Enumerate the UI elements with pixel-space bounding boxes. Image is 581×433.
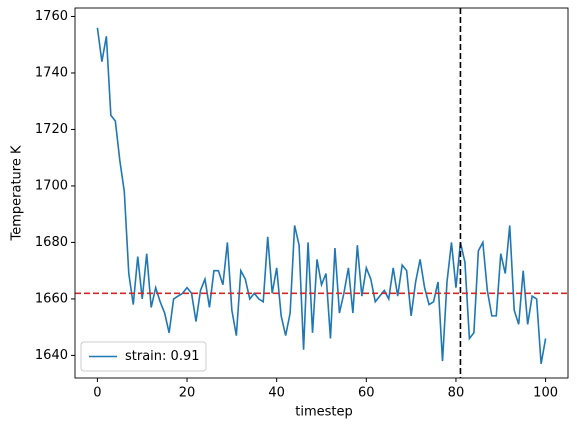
y-axis-label: Temperature K xyxy=(10,145,25,241)
y-tick-label: 1680 xyxy=(35,235,68,250)
line-series xyxy=(96,27,547,365)
y-tick-label: 1760 xyxy=(35,9,68,24)
y-tick-label: 1640 xyxy=(35,348,68,363)
y-tick-label: 1700 xyxy=(35,178,68,193)
legend-box xyxy=(80,341,207,372)
x-tick-label: 100 xyxy=(533,386,558,401)
y-tick-label: 1660 xyxy=(35,291,68,306)
x-tick-label: 20 xyxy=(179,386,196,401)
x-axis-label: timestep xyxy=(295,405,353,420)
x-tick-label: 80 xyxy=(448,386,465,401)
y-tick-label: 1740 xyxy=(35,65,68,80)
x-tick-label: 0 xyxy=(93,386,101,401)
y-tick-label: 1720 xyxy=(35,122,68,137)
legend-label: strain: 0.91 xyxy=(125,349,200,364)
x-tick-label: 60 xyxy=(358,386,375,401)
x-tick-label: 40 xyxy=(268,386,285,401)
legend: strain: 0.91 xyxy=(80,341,207,372)
plot-frame xyxy=(74,7,569,379)
